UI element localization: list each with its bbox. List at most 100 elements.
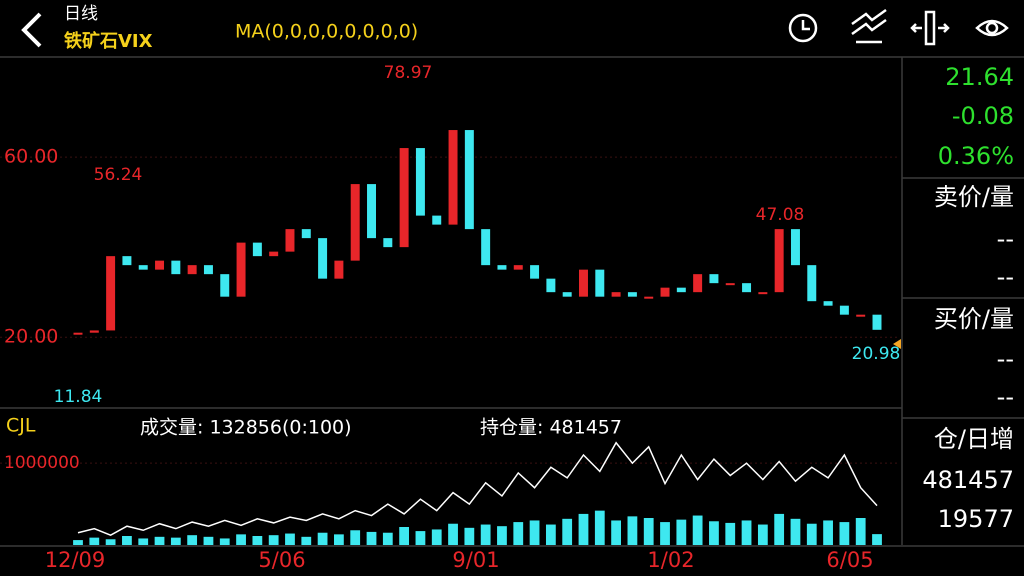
candle <box>856 314 866 317</box>
symbol: 铁矿石VIX <box>64 30 153 52</box>
candle <box>725 283 735 286</box>
volume-bar <box>855 518 866 545</box>
volume-bar <box>154 536 165 545</box>
x-tick-label: 1/02 <box>647 548 694 572</box>
candle <box>399 148 409 248</box>
candle <box>383 238 393 248</box>
y-tick-label: 60.00 <box>4 146 58 168</box>
candle <box>758 292 768 295</box>
volume-bar <box>790 518 801 545</box>
volume-bar <box>757 524 768 545</box>
back-button[interactable] <box>21 12 42 48</box>
last-price: 21.64 <box>945 63 1014 91</box>
candle <box>318 238 328 279</box>
candle <box>89 330 99 333</box>
candle <box>579 269 588 297</box>
volume-bar <box>301 536 312 545</box>
candle <box>660 287 670 297</box>
volume-bar <box>268 535 279 545</box>
candle <box>236 242 246 297</box>
candle <box>693 274 703 293</box>
volume-bar <box>497 526 507 545</box>
price-annotation: 78.97 <box>384 63 433 83</box>
y-tick-label: 20.00 <box>4 326 58 348</box>
volume-bar <box>562 518 573 545</box>
candle <box>513 265 523 270</box>
candle <box>220 274 230 297</box>
candle <box>448 130 458 225</box>
candle <box>497 265 507 270</box>
price-annotation: 47.08 <box>756 205 805 225</box>
candle <box>595 269 605 297</box>
volume-bar <box>578 513 589 545</box>
volume-bar <box>350 530 361 545</box>
candle <box>73 332 83 335</box>
volume-bar <box>170 537 181 545</box>
x-tick-label: 12/09 <box>45 548 106 572</box>
clock-icon[interactable] <box>788 13 818 43</box>
volume-bar <box>219 538 230 545</box>
oi-label: 持仓量: 481457 <box>480 417 622 439</box>
candle <box>676 287 686 293</box>
volume-bar <box>627 516 638 545</box>
price-annotation: 56.24 <box>94 165 143 185</box>
candle <box>106 256 116 331</box>
draw-icon[interactable] <box>851 8 887 44</box>
candle <box>367 184 376 239</box>
volume-bar <box>203 536 214 545</box>
x-tick-label: 9/01 <box>452 548 499 572</box>
candle <box>627 292 637 297</box>
volume-bar <box>594 510 605 545</box>
candle <box>187 265 197 275</box>
volume-bar <box>187 535 198 545</box>
volume-bar <box>676 519 687 545</box>
volume-bar <box>480 524 491 545</box>
volume-bar <box>285 533 295 545</box>
volume-bar <box>73 540 83 545</box>
volume-bar <box>252 536 263 545</box>
candle <box>171 260 181 275</box>
candle <box>252 242 262 257</box>
volume-bar <box>317 532 328 545</box>
volume-bar <box>741 520 752 545</box>
ask-title: 卖价/量 <box>934 183 1014 211</box>
volume-bar <box>105 539 116 545</box>
price-annotation: 20.98 <box>852 344 901 364</box>
candle <box>807 265 817 302</box>
volume-bar <box>872 534 882 545</box>
indicator: MA(0,0,0,0,0,0,0,0) <box>235 21 418 43</box>
volume-bar <box>709 521 719 545</box>
oi-change: 19577 <box>938 505 1014 533</box>
candle <box>709 274 719 284</box>
volume-bar <box>513 522 524 545</box>
candle <box>839 305 849 315</box>
bid-volume: -- <box>997 383 1014 411</box>
price-change: -0.08 <box>952 102 1014 130</box>
y-tick-label: 1000000 <box>4 453 80 473</box>
candle <box>464 130 474 230</box>
volume-bar <box>236 534 246 545</box>
open-interest-line <box>77 441 878 537</box>
period: 日线 <box>64 4 98 24</box>
volume-bar <box>725 522 736 545</box>
volume-panel-title: CJL <box>6 415 36 437</box>
scale-icon[interactable] <box>910 10 950 46</box>
candle <box>122 256 132 266</box>
volume-bar <box>823 520 833 545</box>
volume-bar <box>464 527 475 545</box>
volume-bar <box>334 534 344 545</box>
candle <box>432 215 442 225</box>
candle <box>823 301 833 306</box>
candle <box>562 292 572 297</box>
volume-bar <box>122 536 132 545</box>
volume-bar <box>382 532 393 545</box>
volume-bar <box>611 520 621 545</box>
eye-icon[interactable] <box>975 19 1009 37</box>
candle <box>138 265 148 270</box>
candle <box>872 314 882 330</box>
volume-bar <box>774 513 785 545</box>
volume-bar <box>806 523 817 545</box>
candle <box>530 265 540 279</box>
